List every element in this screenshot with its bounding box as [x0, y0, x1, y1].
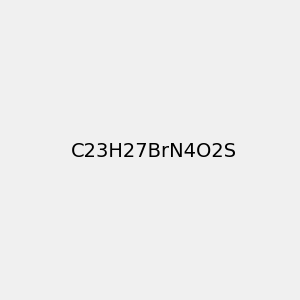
- Text: C23H27BrN4O2S: C23H27BrN4O2S: [71, 142, 237, 161]
